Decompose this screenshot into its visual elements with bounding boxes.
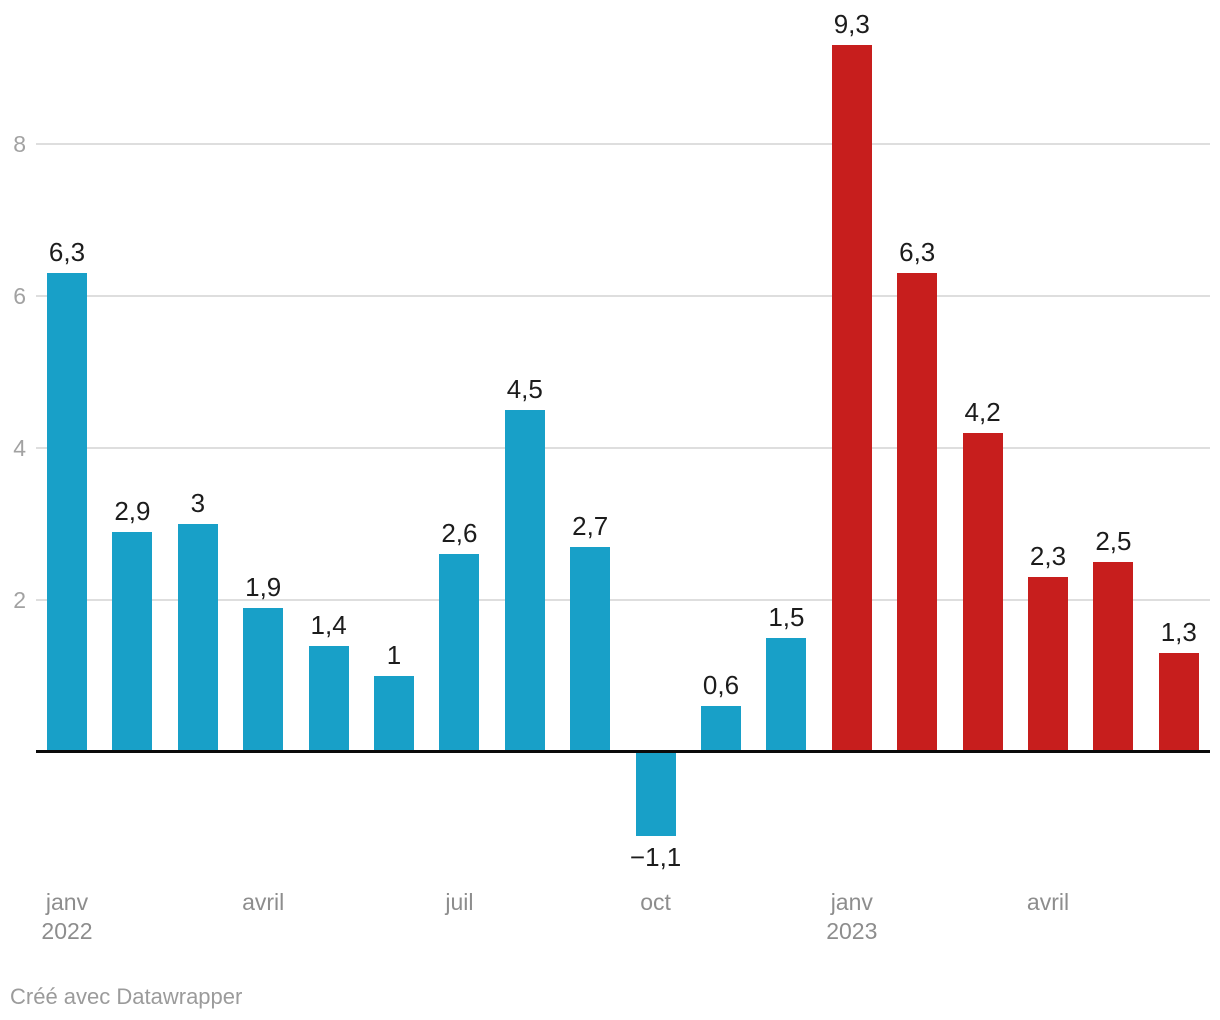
bar-2023-4: [1093, 562, 1134, 752]
bar-2023-1: [897, 273, 938, 752]
x-tick-month: avril: [242, 889, 285, 915]
bar-value-label: 4,5: [506, 374, 543, 404]
bar-value-label: 9,3: [833, 9, 870, 40]
x-axis-tick-label: juil: [389, 888, 529, 917]
x-tick-year: 2023: [826, 918, 878, 944]
bar-2022-1: [112, 531, 153, 752]
y-axis-tick-label: 6: [13, 283, 26, 309]
bar-2022-0: [47, 273, 87, 752]
datawrapper-attribution-link[interactable]: Créé avec Datawrapper: [10, 984, 243, 1009]
y-axis-tick-label: 2: [13, 587, 26, 613]
bar-2022-10: [701, 706, 741, 752]
bar-2023-0: [831, 45, 872, 752]
bar-2023-5: [1158, 653, 1199, 752]
bar-value-label: 1,3: [1160, 617, 1197, 648]
bar-2022-6: [439, 554, 480, 752]
bar-2022-3: [243, 607, 284, 752]
x-tick-month: janv: [830, 889, 873, 915]
bar-2022-9: [635, 752, 676, 836]
bar-value-label: 2,6: [441, 518, 478, 549]
bar-value-label: 2,3: [1029, 541, 1067, 572]
x-axis-tick-label: janv 2023: [782, 888, 922, 946]
bar-value-label: 6,3: [48, 237, 86, 268]
gridline-8: [36, 143, 1210, 145]
bar-value-label: 3: [190, 488, 206, 518]
bar-2023-3: [1028, 577, 1068, 752]
bar-2023-2: [962, 432, 1003, 752]
x-tick-month: oct: [640, 889, 671, 915]
bar-value-label: 0,6: [702, 670, 740, 701]
bar-2022-5: [374, 676, 414, 752]
x-axis-tick-label: avril: [978, 888, 1118, 917]
bar-value-label: 4,2: [964, 396, 1001, 427]
bar-value-label: 1,5: [768, 602, 805, 632]
y-axis-tick-label: 8: [13, 131, 26, 157]
gridline-4: [36, 447, 1210, 449]
bar-2022-2: [177, 524, 218, 752]
x-axis-tick-label: avril: [193, 888, 333, 917]
bar-value-label: 1,4: [310, 609, 347, 640]
bar-2022-7: [504, 410, 545, 752]
x-tick-month: janv: [45, 889, 89, 915]
x-axis-tick-label: oct: [586, 888, 726, 917]
bar-2022-11: [766, 638, 807, 752]
bar-2022-8: [570, 546, 611, 752]
bar-value-label: 1,9: [245, 571, 282, 602]
bar-2022-4: [308, 645, 349, 752]
bar-value-label: 2,9: [114, 495, 151, 526]
x-axis-tick-label: janv 2022: [0, 888, 137, 946]
x-tick-year: 2022: [41, 918, 93, 944]
y-axis-tick-label: 4: [13, 435, 26, 461]
x-tick-month: avril: [1026, 889, 1070, 915]
bar-value-label: 2,7: [572, 510, 609, 541]
gridline-2: [36, 599, 1210, 601]
x-tick-month: juil: [445, 889, 474, 915]
bar-value-label: 2,5: [1095, 526, 1132, 556]
bar-value-label: −1,1: [629, 841, 682, 872]
zero-baseline: [36, 750, 1210, 753]
bar-value-label: 1: [386, 640, 402, 670]
bar-value-label: 6,3: [899, 237, 936, 268]
gridline-6: [36, 295, 1210, 297]
